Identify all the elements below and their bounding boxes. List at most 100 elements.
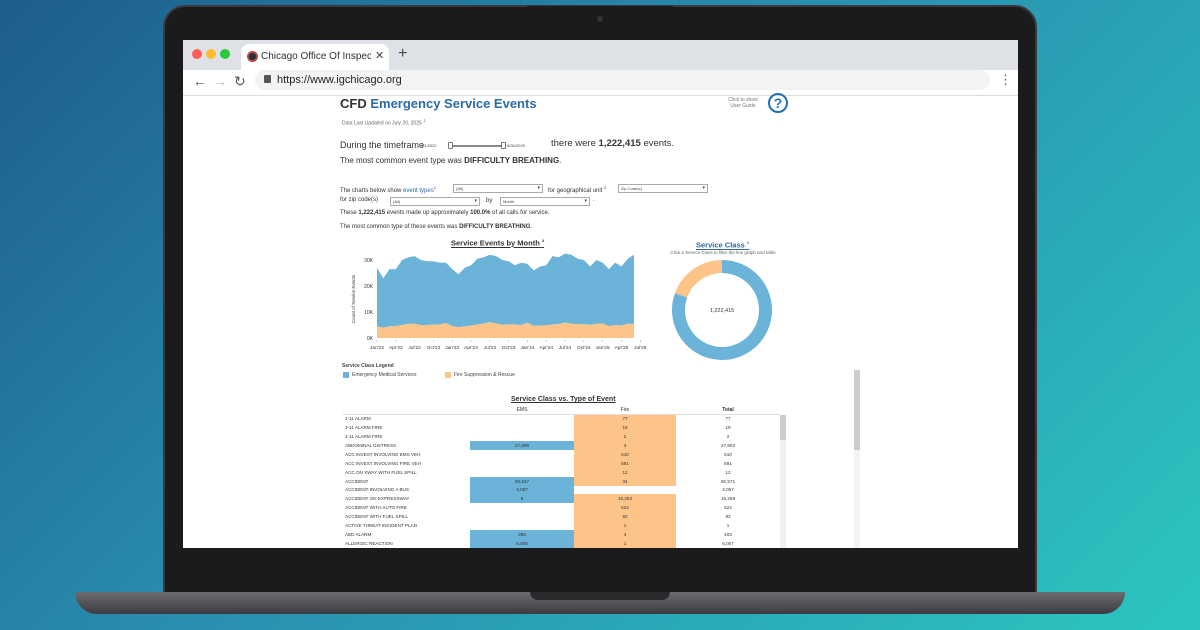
ems-count: 6,006 xyxy=(470,539,574,548)
end-date: 6/30/2025 xyxy=(507,143,525,148)
period-select[interactable]: Month ▾ xyxy=(500,197,590,206)
minimize-window-button[interactable] xyxy=(206,49,216,59)
total-count: 6,007 xyxy=(722,541,734,547)
column-header[interactable]: Total xyxy=(676,406,780,415)
x-tick-label: Apr'22 xyxy=(389,345,403,351)
start-handle[interactable] xyxy=(448,142,453,149)
table-row[interactable]: AED ALARM 399 4 403 xyxy=(343,530,780,540)
table-row[interactable]: 4-11 ALARM FIRE 2 2 xyxy=(343,431,780,441)
table-row[interactable]: ACCIDENT WITH AUTO FIRE 524 524 xyxy=(343,503,780,513)
footnote-mark: 1 xyxy=(423,118,426,123)
fire-count: 4 xyxy=(574,440,676,450)
chevron-down-icon: ▾ xyxy=(537,185,540,191)
reload-icon[interactable]: ↻ xyxy=(234,73,246,89)
table-row[interactable]: ALLERGIC REACTION 6,006 1 6,007 xyxy=(343,539,780,548)
page-scrollbar[interactable] xyxy=(854,370,860,548)
fire-count: 15,253 xyxy=(574,494,676,504)
address-bar[interactable]: https://www.igchicago.org xyxy=(255,70,990,90)
browser-window: Chicago Office Of Inspector Gene ✕ + ← →… xyxy=(183,40,1018,548)
table-row[interactable]: ACC INVEST INVOLVING EMS VEH 510 510 xyxy=(343,449,780,459)
total-count: 891 xyxy=(724,460,732,466)
forward-arrow-icon[interactable]: → xyxy=(213,73,227,89)
donut-slice-fire[interactable] xyxy=(674,260,722,298)
close-window-button[interactable] xyxy=(192,49,202,59)
table-title: Service Class vs. Type of Event xyxy=(511,396,616,403)
legend-ems[interactable]: Emergency Medical Services xyxy=(352,372,417,378)
table-scroll-thumb[interactable] xyxy=(780,415,786,440)
table-row[interactable]: 3-11 ALARM FIRE 19 19 xyxy=(343,422,780,432)
legend-fire[interactable]: Fire Suppression & Rescue xyxy=(454,372,515,378)
table-row[interactable]: ACCIDENT WITH FUEL SPILL 92 92 xyxy=(343,512,780,522)
event-type: ACTIVE THREAT INCIDENT PLAN xyxy=(345,523,417,529)
table-row[interactable]: ACTIVE THREAT INCIDENT PLAN 1 1 xyxy=(343,521,780,531)
help-icon[interactable]: ? xyxy=(768,93,788,113)
user-guide-label[interactable]: Click to show User Guide xyxy=(728,97,758,109)
laptop-base xyxy=(75,592,1125,614)
page-title: CFD Emergency Service Events xyxy=(340,96,537,111)
service-class-donut-chart[interactable]: 1,222,415 xyxy=(667,255,777,365)
y-tick-label: 30K xyxy=(364,258,374,264)
tab-title: Chicago Office Of Inspector Gene xyxy=(261,51,371,62)
service-class-table: EMS Fire Total 2-11 ALARM 77 77 3-11 ALARM FI… xyxy=(343,406,780,548)
table-row[interactable]: ACCIDENT ON EXPRESSWAY 6 15,253 15,259 xyxy=(343,494,780,504)
maximize-window-button[interactable] xyxy=(220,49,230,59)
title-prefix: CFD xyxy=(340,96,367,111)
ems-count xyxy=(470,503,574,512)
table-row[interactable]: ACCIDENT INVOLVING A BUS 3,057 3,057 xyxy=(343,485,780,495)
x-tick-label: Oct'23 xyxy=(502,345,516,351)
fire-count: 1 xyxy=(574,539,676,548)
table-row[interactable]: 2-11 ALARM 77 77 xyxy=(343,414,780,423)
table-row[interactable]: ABDOMINAL DISTRESS 27,599 4 27,603 xyxy=(343,440,780,450)
end-handle[interactable] xyxy=(501,142,506,149)
table-row[interactable]: ACC INVEST INVOLVING FIRE VEH 891 891 xyxy=(343,458,780,468)
close-icon[interactable]: ✕ xyxy=(375,50,385,62)
event-type: ACCIDENT ON EXPRESSWAY xyxy=(345,496,410,502)
table-scrollbar[interactable] xyxy=(780,415,786,548)
service-events-area-chart[interactable]: 0K 10K 20K 30K Jan'22 Apr'22 Jul'22 Oct'22 Jan'2… xyxy=(333,232,663,356)
area-series-fire[interactable] xyxy=(377,322,634,338)
table-row[interactable]: ACCIDENT 60,537 34 60,571 xyxy=(343,476,780,486)
column-header[interactable]: EMS xyxy=(470,406,574,415)
lock-icon xyxy=(264,75,271,83)
fire-count: 510 xyxy=(574,449,676,459)
zip-code-select[interactable]: (All) ▾ xyxy=(390,197,480,206)
event-types-link[interactable]: event types xyxy=(403,188,434,194)
x-tick-label: Jul'22 xyxy=(408,345,421,351)
event-types-select[interactable]: (All) ▾ xyxy=(453,184,543,193)
fire-count xyxy=(574,486,676,495)
common-type-summary: The most common type of these events was… xyxy=(340,224,532,230)
browser-tab[interactable]: Chicago Office Of Inspector Gene ✕ xyxy=(241,44,389,70)
kebab-menu-icon[interactable]: ⋮ xyxy=(999,72,1012,87)
page-scroll-thumb[interactable] xyxy=(854,370,860,450)
ems-count xyxy=(470,521,574,530)
donut-subtitle: Click a Service Class to filter the line… xyxy=(670,250,776,255)
table-row[interactable]: ACC ON XWAY WITH FUEL SPILL 12 12 xyxy=(343,467,780,477)
favicon-icon xyxy=(247,51,258,62)
new-tab-plus-icon[interactable]: + xyxy=(398,45,408,62)
share-suffix: of all calls for service. xyxy=(492,210,550,216)
ems-count xyxy=(470,423,574,432)
area-series-ems[interactable] xyxy=(377,253,634,328)
updated-text: Data Last Updated on July 20, 2025 xyxy=(342,120,422,127)
event-type: ACCIDENT WITH FUEL SPILL xyxy=(345,514,409,520)
back-arrow-icon[interactable]: ← xyxy=(193,73,207,89)
share-pct: 100.0% xyxy=(470,210,491,216)
common-type: DIFFICULTY BREATHING xyxy=(464,156,560,165)
column-header[interactable]: Fire xyxy=(574,406,676,415)
column-header[interactable] xyxy=(343,406,470,415)
event-type: ACC ON XWAY WITH FUEL SPILL xyxy=(345,469,417,475)
geo-unit-select[interactable]: Zip Code(s) ▾ xyxy=(618,184,708,193)
date-range-slider[interactable]: 1/1/2022 6/30/2025 xyxy=(421,141,525,151)
x-tick-label: Jan'23 xyxy=(445,345,459,351)
fire-count: 19 xyxy=(574,422,676,432)
period-end: . xyxy=(593,197,595,203)
ems-count xyxy=(470,432,574,441)
donut-title-text: Service Class xyxy=(696,240,745,250)
event-type: 4-11 ALARM FIRE xyxy=(345,433,383,439)
common-prefix: The most common type of these events was xyxy=(340,224,458,230)
share-count: 1,222,415 xyxy=(358,210,386,216)
select-value: (All) xyxy=(393,199,401,204)
x-tick-label: Oct'24 xyxy=(577,345,591,351)
zip-label: for zip code(s) xyxy=(340,197,379,203)
browser-toolbar: ← → ↻ https://www.igchicago.org ⋮ xyxy=(183,70,1018,96)
